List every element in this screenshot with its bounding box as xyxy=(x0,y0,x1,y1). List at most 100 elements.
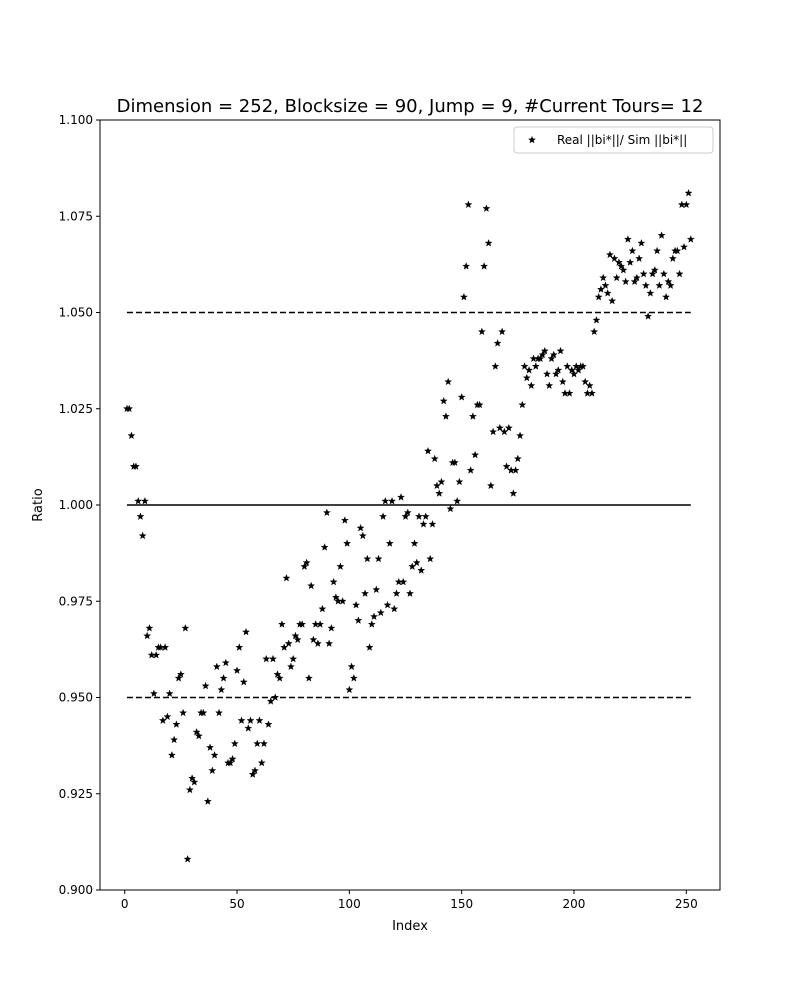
data-point xyxy=(374,554,383,563)
data-point xyxy=(455,477,464,486)
data-point xyxy=(203,797,212,805)
data-point xyxy=(675,269,684,278)
y-axis-label: Ratio xyxy=(31,488,46,521)
data-point xyxy=(309,635,318,644)
x-tick-label: 100 xyxy=(338,897,361,911)
data-point xyxy=(639,269,648,278)
legend-star-marker xyxy=(528,135,536,144)
data-point xyxy=(495,423,504,432)
data-point xyxy=(316,620,325,628)
data-point xyxy=(370,612,379,621)
data-point xyxy=(190,778,199,786)
data-point xyxy=(376,608,385,617)
data-point xyxy=(504,423,513,432)
data-point xyxy=(614,258,623,266)
data-point xyxy=(262,654,271,663)
data-point xyxy=(502,462,511,470)
data-point xyxy=(340,516,349,524)
data-point xyxy=(352,600,361,609)
data-point xyxy=(383,600,392,609)
data-point xyxy=(143,631,152,640)
data-points xyxy=(122,188,695,863)
data-point xyxy=(646,289,655,297)
data-point xyxy=(307,581,316,590)
data-point xyxy=(331,593,340,601)
data-point xyxy=(527,381,536,390)
data-point xyxy=(161,643,170,651)
data-point xyxy=(466,466,475,474)
y-tick-label: 0.950 xyxy=(59,691,93,705)
data-point xyxy=(174,674,183,682)
data-point xyxy=(271,693,280,701)
data-point xyxy=(275,674,284,682)
data-point xyxy=(592,316,601,324)
data-point xyxy=(621,277,630,286)
data-point xyxy=(140,496,149,505)
data-point xyxy=(235,643,244,651)
data-point xyxy=(365,643,374,651)
data-point xyxy=(594,292,603,301)
data-point xyxy=(284,639,293,647)
data-point xyxy=(354,616,363,624)
data-point xyxy=(509,489,518,497)
data-point xyxy=(230,739,239,748)
data-point xyxy=(257,758,266,767)
legend-box xyxy=(513,126,714,154)
data-point xyxy=(543,369,551,378)
y-tick-label: 1.050 xyxy=(59,306,93,320)
data-point xyxy=(513,454,522,463)
y-tick-label: 1.000 xyxy=(59,498,93,512)
data-point xyxy=(605,250,614,259)
data-point xyxy=(626,258,635,266)
x-axis-label: Index xyxy=(392,919,428,934)
data-point xyxy=(410,539,419,547)
data-point xyxy=(201,681,210,690)
data-point xyxy=(176,670,185,678)
data-point xyxy=(446,504,455,513)
data-point xyxy=(435,489,444,497)
data-point xyxy=(199,708,208,717)
data-point xyxy=(417,566,426,574)
data-point xyxy=(399,577,408,586)
legend-entry-label: Real ||bi*||/ Sim ||bi*|| xyxy=(557,133,687,147)
data-point xyxy=(170,735,179,744)
data-point xyxy=(165,689,174,698)
data-point xyxy=(457,393,466,401)
data-point xyxy=(277,620,286,628)
data-point xyxy=(401,512,410,520)
data-point xyxy=(554,366,563,374)
data-point xyxy=(603,289,612,297)
data-point xyxy=(343,539,352,547)
data-point xyxy=(152,650,161,659)
data-point xyxy=(212,662,221,671)
data-point xyxy=(540,346,549,355)
data-point xyxy=(659,269,668,278)
y-tick-label: 1.075 xyxy=(59,209,93,223)
data-point xyxy=(444,377,453,386)
data-point xyxy=(149,689,158,698)
y-axis-ticks: 0.900 0.925 0.950 0.975 1.000 1.025 1.050 1.075… xyxy=(59,113,100,897)
data-point xyxy=(219,674,228,682)
data-point xyxy=(361,589,370,597)
data-point xyxy=(641,281,650,289)
data-point xyxy=(181,624,190,632)
data-point xyxy=(215,708,224,717)
data-point xyxy=(657,231,666,239)
data-point xyxy=(426,554,435,563)
data-point xyxy=(131,462,140,470)
x-tick-label: 150 xyxy=(450,897,473,911)
x-tick-label: 50 xyxy=(229,897,244,911)
data-point xyxy=(612,273,621,282)
y-tick-label: 0.900 xyxy=(59,883,93,897)
data-point xyxy=(167,751,176,759)
data-point xyxy=(289,654,298,663)
data-point xyxy=(623,235,632,243)
data-point xyxy=(556,346,565,355)
data-point xyxy=(286,662,295,671)
data-point xyxy=(468,412,477,420)
data-point xyxy=(637,239,646,247)
data-point xyxy=(322,508,331,517)
reference-lines xyxy=(126,311,691,699)
